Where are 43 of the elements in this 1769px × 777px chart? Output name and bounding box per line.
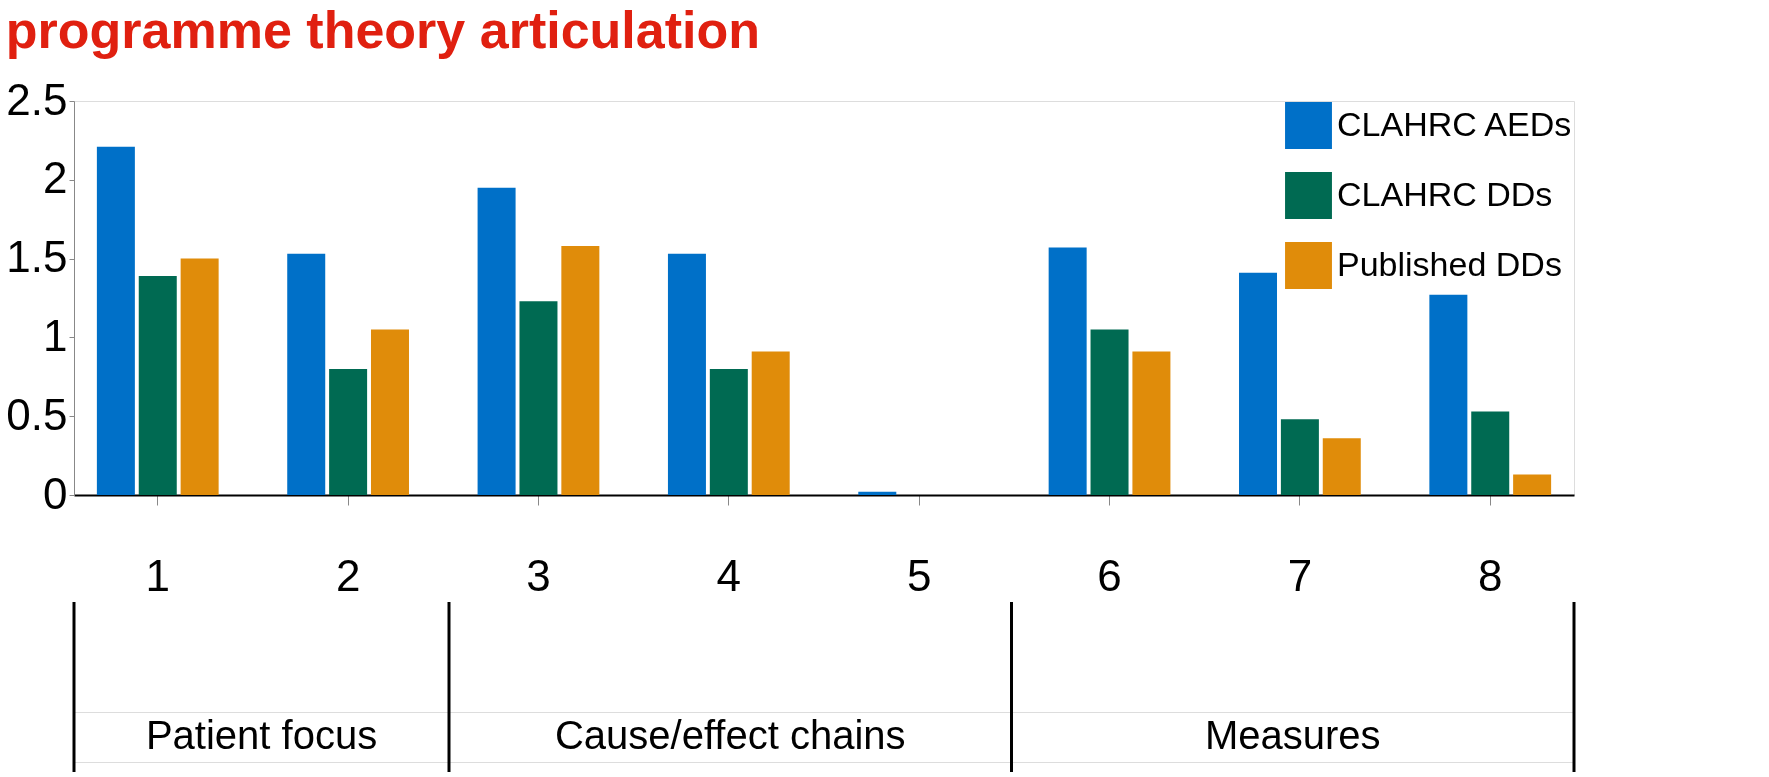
bar (1429, 294, 1468, 495)
x-tick-label: 3 (526, 550, 551, 600)
bar (1048, 247, 1087, 495)
bar (519, 301, 558, 495)
bar (1239, 272, 1278, 495)
bar (287, 253, 326, 495)
y-tick-label: 1.5 (6, 232, 68, 282)
bar (1280, 419, 1319, 495)
y-tick-label: 0.5 (6, 389, 68, 439)
bar (1090, 329, 1129, 495)
bar (329, 368, 368, 495)
text: Patient focus (145, 713, 378, 757)
text: Measures (1204, 713, 1381, 757)
bar (858, 491, 897, 495)
x-tick-label: 8 (1478, 550, 1503, 600)
bar (1471, 411, 1510, 495)
legend-label: CLAHRC DDs (1337, 174, 1553, 213)
bar (709, 368, 748, 495)
bar (138, 275, 177, 495)
bar (751, 351, 790, 495)
legend-label: CLAHRC AEDs (1337, 104, 1572, 143)
x-tick-label: 5 (906, 550, 932, 600)
x-tick-label: 2 (335, 550, 361, 600)
bar (1132, 351, 1171, 495)
bar (1513, 474, 1552, 495)
x-tick-label: 1 (145, 550, 170, 600)
bar (667, 253, 706, 495)
bar (180, 258, 219, 495)
bar (477, 187, 516, 495)
bar (1322, 438, 1361, 495)
text: Cause/effect chains (554, 713, 906, 757)
bar (370, 329, 409, 495)
x-tick-label: 4 (716, 550, 742, 600)
y-tick-label: 1 (43, 310, 68, 360)
y-tick-label: 0 (43, 468, 68, 518)
bar (561, 245, 600, 495)
y-tick-label: 2 (43, 153, 68, 203)
legend-label: Published DDs (1337, 244, 1562, 283)
x-tick-label: 7 (1287, 550, 1313, 600)
bar (96, 146, 135, 495)
x-tick-label: 6 (1097, 550, 1122, 600)
y-tick-label: 2.5 (6, 74, 68, 124)
chart-title: programme theory articulation (5, 1, 760, 59)
